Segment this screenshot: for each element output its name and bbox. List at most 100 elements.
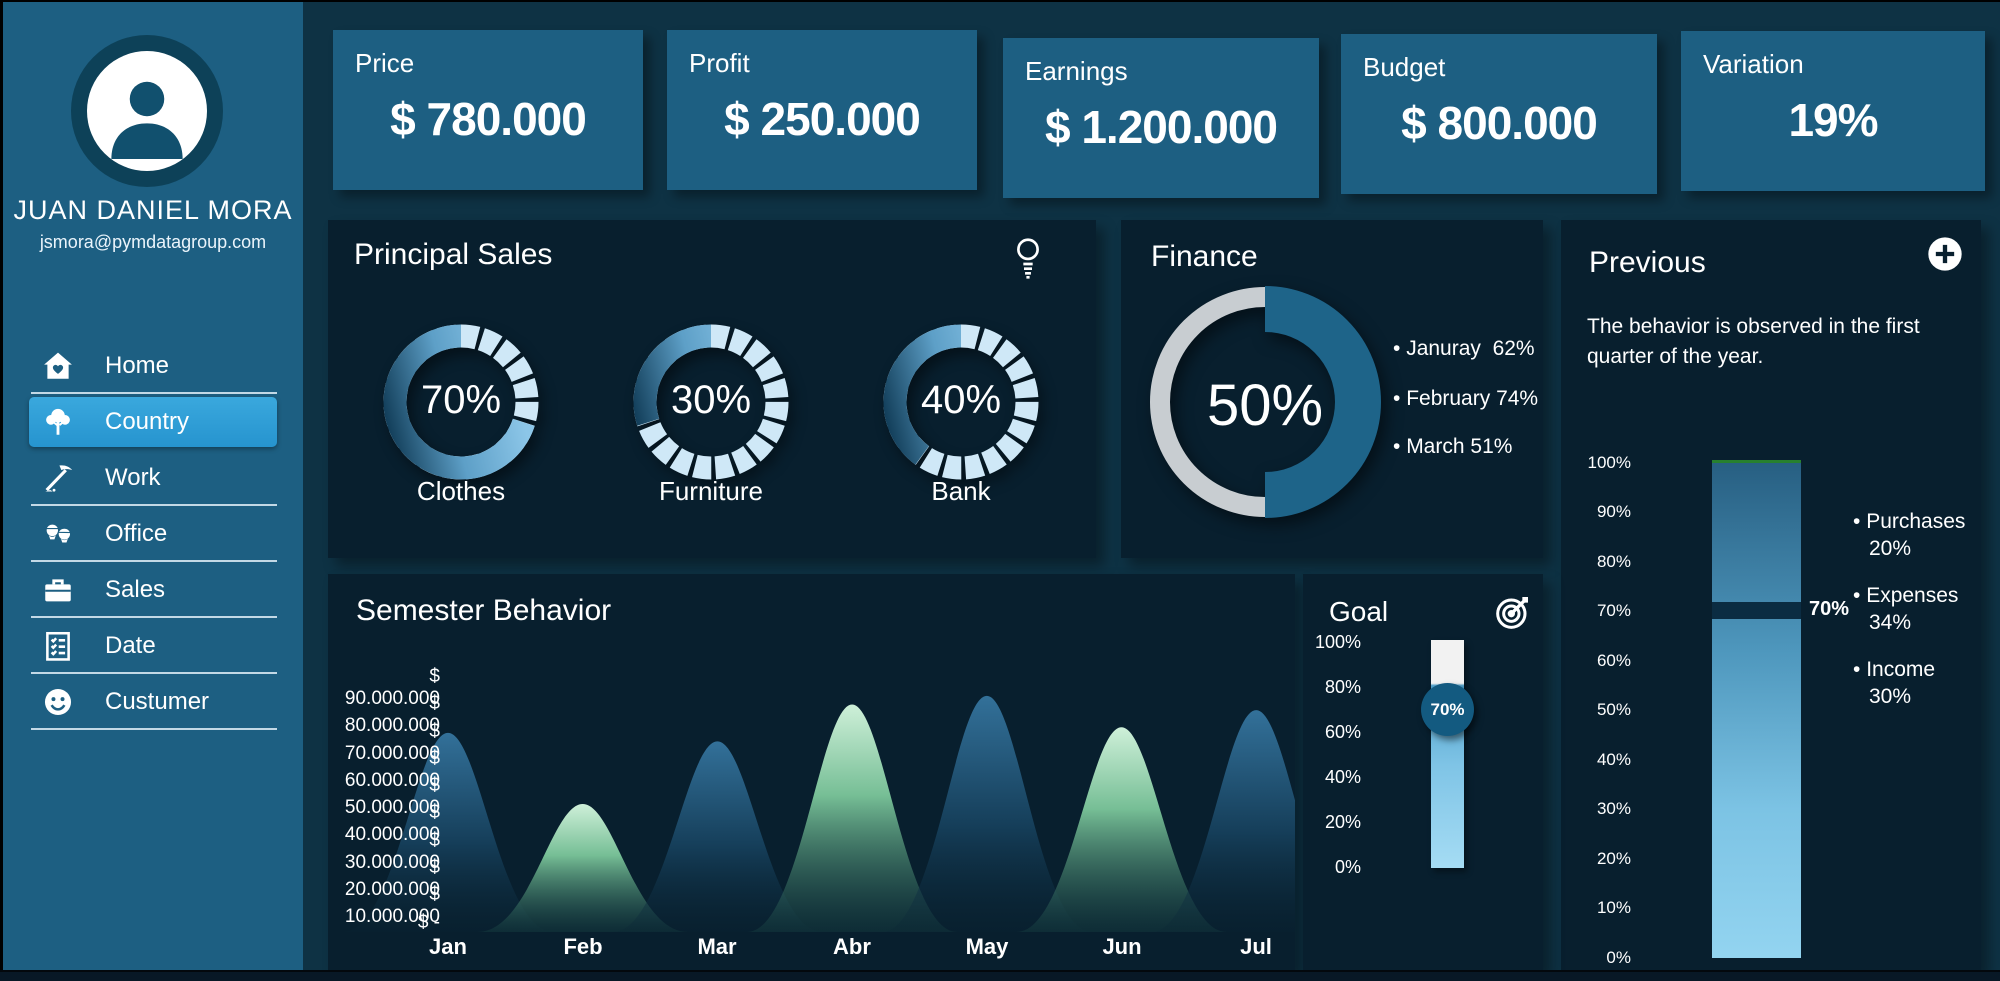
- sidebar-item-label: Country: [105, 408, 190, 435]
- y-axis-tick: $ 70.000.000: [344, 721, 440, 764]
- area-series-Jul: [1151, 710, 1295, 932]
- plus-icon[interactable]: [1925, 234, 1965, 274]
- sidebar-item-work[interactable]: Work: [3, 450, 303, 506]
- y-axis-tick: $ 60.000.000: [344, 748, 440, 791]
- previous-gauge-bar: [1712, 460, 1801, 958]
- sidebar-item-custumer[interactable]: Custumer: [3, 674, 303, 730]
- axis-tick: 70%: [1596, 601, 1631, 620]
- previous-gauge-marker-band: [1712, 602, 1801, 619]
- x-axis-tick: Jun: [1102, 934, 1142, 959]
- tree-icon: [41, 405, 75, 439]
- dashboard: JUAN DANIEL MORA jsmora@pymdatagroup.com…: [3, 2, 2000, 970]
- sidebar-item-label: Home: [105, 352, 170, 379]
- goal-slider-track[interactable]: [1431, 640, 1464, 868]
- finance-donut-chart: [1150, 286, 1381, 518]
- divider: [31, 560, 277, 562]
- legend-item: March 51%: [1393, 435, 1512, 459]
- profile-name: JUAN DANIEL MORA: [13, 195, 293, 225]
- axis-tick: 100%: [1314, 632, 1361, 652]
- axis-tick: 60%: [1324, 722, 1361, 742]
- axis-tick: 40%: [1324, 767, 1361, 787]
- area-series-Jun: [1016, 727, 1227, 932]
- workers-icon: [41, 517, 75, 551]
- previous-panel: Previous The behavior is observed in the…: [1561, 220, 1981, 970]
- divider: [31, 728, 277, 730]
- axis-tick: 90%: [1596, 502, 1631, 521]
- finance-panel: Finance 50% Januray 62% February 74% Mar…: [1121, 220, 1543, 558]
- axis-tick: 80%: [1596, 552, 1631, 571]
- kpi-value: $ 800.000: [1401, 97, 1598, 149]
- y-axis-tick: $ 90.000.000: [344, 666, 440, 709]
- area-series-Jan: [343, 732, 553, 932]
- area-series-May: [881, 695, 1092, 932]
- kpi-label: Profit: [689, 48, 750, 78]
- area-series-Abr: [747, 704, 958, 932]
- sidebar: JUAN DANIEL MORA jsmora@pymdatagroup.com…: [3, 2, 303, 970]
- x-axis-tick: Feb: [563, 934, 603, 959]
- kpi-value: $ 1.200.000: [1044, 101, 1278, 153]
- axis-tick: 0%: [1334, 857, 1361, 877]
- axis-tick: 50%: [1596, 700, 1631, 719]
- semester-area-chart: [343, 695, 1295, 932]
- target-icon[interactable]: [1493, 592, 1533, 632]
- kpi-label: Budget: [1363, 52, 1446, 82]
- sidebar-item-sales[interactable]: Sales: [3, 562, 303, 618]
- legend-item: Januray 62%: [1393, 337, 1534, 361]
- donut-label: Clothes: [416, 476, 506, 506]
- panel-title: Semester Behavior: [356, 594, 612, 627]
- legend-value: 20%: [1869, 537, 1912, 560]
- y-axis-tick: $ 50.000.000: [344, 775, 440, 818]
- donut-chart-bank: [883, 324, 1039, 480]
- briefcase-icon: [41, 573, 75, 607]
- axis-tick: 10%: [1596, 898, 1631, 917]
- sidebar-item-home[interactable]: Home: [3, 338, 303, 394]
- smiley-icon: [41, 685, 75, 719]
- y-axis-tick: $ 40.000.000: [344, 802, 440, 845]
- person-icon: [111, 81, 183, 159]
- finance-center-value: 50%: [1206, 373, 1324, 438]
- legend-item: Income: [1853, 658, 1935, 682]
- donut-value: 30%: [670, 378, 752, 422]
- kpi-value: 19%: [1788, 94, 1878, 146]
- divider: [31, 504, 277, 506]
- x-axis-tick: Jul: [1240, 934, 1272, 959]
- legend-item: Purchases: [1853, 510, 1965, 534]
- kpi-label: Price: [355, 48, 415, 78]
- x-axis-tick: May: [965, 934, 1009, 959]
- axis-tick: 80%: [1324, 677, 1361, 697]
- panel-title: Finance: [1151, 240, 1258, 273]
- kpi-label: Earnings: [1025, 56, 1128, 86]
- kpi-card-budget: Budget $ 800.000: [1341, 34, 1657, 194]
- sidebar-item-date[interactable]: Date: [3, 618, 303, 674]
- panel-title: Principal Sales: [354, 238, 553, 271]
- pickaxe-icon: [41, 461, 75, 495]
- area-series-Mar: [612, 741, 823, 932]
- sidebar-item-label: Date: [105, 632, 156, 659]
- sidebar-item-country[interactable]: Country: [29, 397, 277, 447]
- previous-description: The behavior is observed in the first qu…: [1587, 315, 1920, 369]
- sidebar-item-label: Office: [105, 520, 168, 547]
- divider: [31, 392, 277, 394]
- donut-value: 70%: [420, 378, 502, 422]
- goal-slider-knob[interactable]: 70%: [1421, 683, 1474, 736]
- y-axis-tick: $ 30.000.000: [344, 830, 440, 873]
- kpi-card-price: Price $ 780.000: [333, 30, 643, 190]
- divider: [31, 616, 277, 618]
- kpi-card-variation: Variation 19%: [1681, 31, 1985, 191]
- legend-item: Expenses: [1853, 584, 1958, 608]
- legend-value: 30%: [1869, 685, 1912, 708]
- kpi-label: Variation: [1703, 49, 1804, 79]
- x-axis-tick: Abr: [833, 934, 871, 959]
- home-icon: [41, 349, 75, 383]
- sidebar-item-office[interactable]: Office: [3, 506, 303, 562]
- donut-label: Bank: [931, 476, 991, 506]
- kpi-card-profit: Profit $ 250.000: [667, 30, 977, 190]
- bottom-edge-bar: [0, 970, 2000, 981]
- principal-sales-panel: Principal Sales 70% Clothes 30% Furnitur…: [328, 220, 1096, 558]
- lightbulb-icon[interactable]: [1012, 236, 1044, 284]
- axis-tick: 100%: [1587, 453, 1631, 472]
- semester-behavior-panel: Semester Behavior $ 90.000.000 $ 80.000.…: [328, 574, 1295, 970]
- previous-gauge-marker-value: 70%: [1809, 598, 1850, 620]
- kpi-value: $ 250.000: [724, 93, 921, 145]
- donut-value: 40%: [920, 378, 1002, 422]
